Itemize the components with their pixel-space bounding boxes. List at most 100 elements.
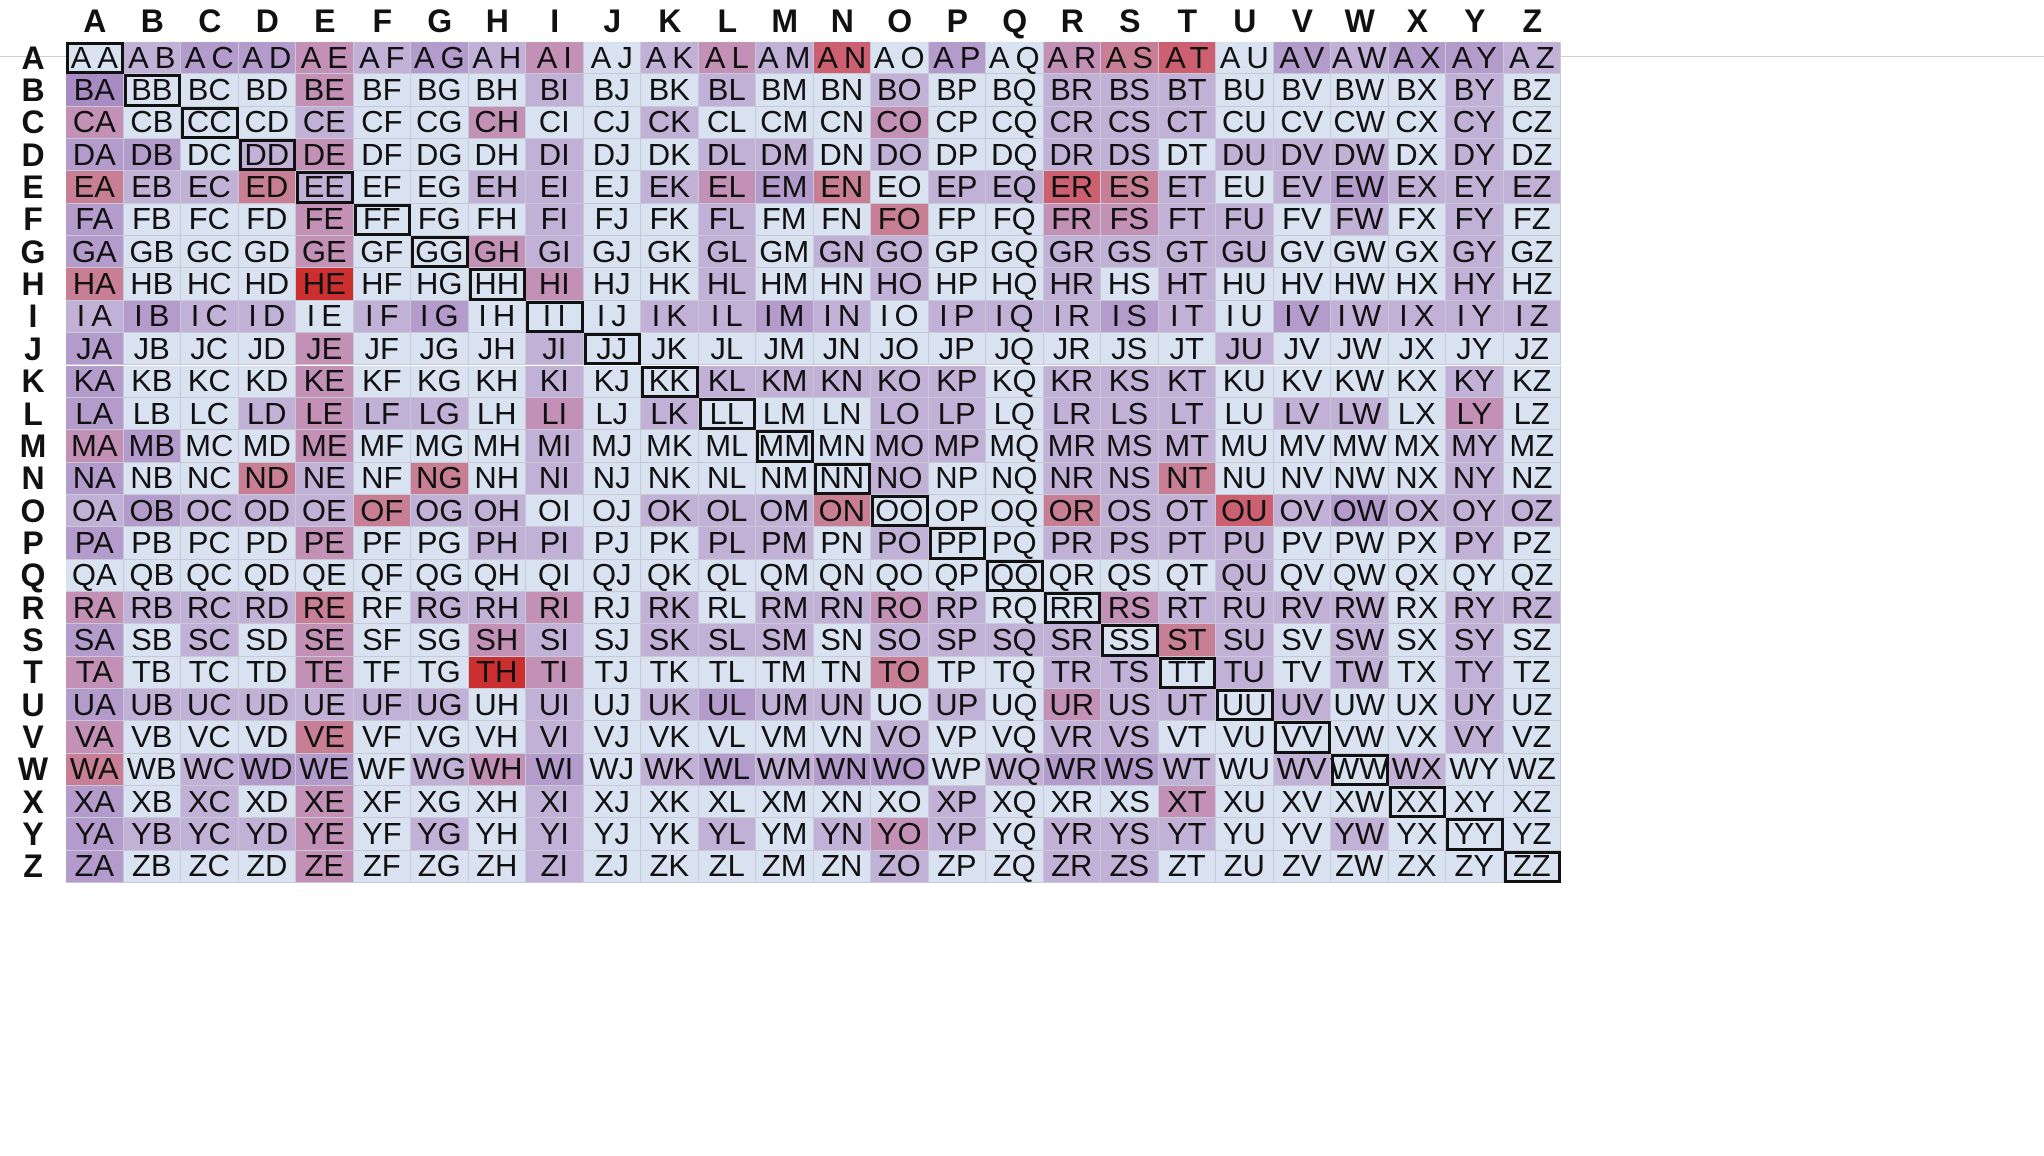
cell-rd[interactable]: RD [238,590,296,625]
cell-ab[interactable]: AB [123,40,181,75]
cell-wy[interactable]: WY [1446,751,1504,786]
cell-he[interactable]: HE [296,266,354,301]
row-header-u[interactable]: U [21,686,45,723]
cell-ck[interactable]: CK [641,104,699,139]
cell-yl[interactable]: YL [698,816,756,851]
cell-sh[interactable]: SH [468,622,526,657]
cell-cf[interactable]: CF [353,104,411,139]
cell-gq[interactable]: GQ [986,234,1044,269]
cell-ya[interactable]: YA [66,816,124,851]
column-header-l[interactable]: L [717,2,738,39]
column-header-y[interactable]: Y [1464,2,1486,39]
cell-be[interactable]: BE [296,72,354,107]
cell-di[interactable]: DI [526,137,584,172]
cell-ib[interactable]: IB [123,298,181,333]
cell-xh[interactable]: XH [468,784,526,819]
cell-er[interactable]: ER [1043,169,1101,204]
cell-pw[interactable]: PW [1331,525,1389,560]
row-header-p[interactable]: P [22,524,44,561]
cell-jk[interactable]: JK [641,331,699,366]
cell-wu[interactable]: WU [1216,751,1274,786]
cell-kn[interactable]: KN [813,363,871,398]
cell-cc[interactable]: CC [181,104,239,139]
cell-tf[interactable]: TF [353,654,411,689]
cell-oq[interactable]: OQ [986,493,1044,528]
cell-zj[interactable]: ZJ [583,848,641,883]
cell-ae[interactable]: AE [296,40,354,75]
cell-gh[interactable]: GH [468,234,526,269]
cell-mp[interactable]: MP [928,428,986,463]
cell-ci[interactable]: CI [526,104,584,139]
cell-gs[interactable]: GS [1101,234,1159,269]
cell-me[interactable]: ME [296,428,354,463]
cell-hq[interactable]: HQ [986,266,1044,301]
row-header-z[interactable]: Z [23,848,43,885]
cell-ix[interactable]: IX [1388,298,1446,333]
cell-rt[interactable]: RT [1158,590,1216,625]
cell-rs[interactable]: RS [1101,590,1159,625]
cell-fn[interactable]: FN [813,201,871,236]
cell-et[interactable]: ET [1158,169,1216,204]
cell-cq[interactable]: CQ [986,104,1044,139]
cell-tm[interactable]: TM [756,654,814,689]
cell-ip[interactable]: IP [928,298,986,333]
cell-wf[interactable]: WF [353,751,411,786]
cell-sx[interactable]: SX [1388,622,1446,657]
cell-zu[interactable]: ZU [1216,848,1274,883]
cell-qa[interactable]: QA [66,557,124,592]
cell-nd[interactable]: ND [238,460,296,495]
cell-px[interactable]: PX [1388,525,1446,560]
cell-jf[interactable]: JF [353,331,411,366]
row-header-q[interactable]: Q [20,557,46,594]
cell-ei[interactable]: EI [526,169,584,204]
cell-bt[interactable]: BT [1158,72,1216,107]
cell-kx[interactable]: KX [1388,363,1446,398]
cell-xl[interactable]: XL [698,784,756,819]
cell-kk[interactable]: KK [641,363,699,398]
cell-sj[interactable]: SJ [583,622,641,657]
row-header-e[interactable]: E [22,169,44,206]
cell-fa[interactable]: FA [66,201,124,236]
cell-zh[interactable]: ZH [468,848,526,883]
column-header-d[interactable]: D [255,2,279,39]
cell-fk[interactable]: FK [641,201,699,236]
cell-yq[interactable]: YQ [986,816,1044,851]
cell-xv[interactable]: XV [1273,784,1331,819]
cell-fo[interactable]: FO [871,201,929,236]
cell-cm[interactable]: CM [756,104,814,139]
cell-nu[interactable]: NU [1216,460,1274,495]
cell-dm[interactable]: DM [756,137,814,172]
cell-nk[interactable]: NK [641,460,699,495]
cell-zy[interactable]: ZY [1446,848,1504,883]
cell-pq[interactable]: PQ [986,525,1044,560]
cell-sw[interactable]: SW [1331,622,1389,657]
cell-je[interactable]: JE [296,331,354,366]
cell-ax[interactable]: AX [1388,40,1446,75]
cell-cj[interactable]: CJ [583,104,641,139]
cell-ug[interactable]: UG [411,687,469,722]
cell-bo[interactable]: BO [871,72,929,107]
cell-km[interactable]: KM [756,363,814,398]
column-header-x[interactable]: X [1406,2,1428,39]
cell-du[interactable]: DU [1216,137,1274,172]
cell-zb[interactable]: ZB [123,848,181,883]
cell-ga[interactable]: GA [66,234,124,269]
cell-ph[interactable]: PH [468,525,526,560]
cell-ko[interactable]: KO [871,363,929,398]
cell-cd[interactable]: CD [238,104,296,139]
cell-qg[interactable]: QG [411,557,469,592]
cell-jm[interactable]: JM [756,331,814,366]
cell-fq[interactable]: FQ [986,201,1044,236]
cell-xc[interactable]: XC [181,784,239,819]
cell-ov[interactable]: OV [1273,493,1331,528]
cell-nm[interactable]: NM [756,460,814,495]
cell-ka[interactable]: KA [66,363,124,398]
cell-pe[interactable]: PE [296,525,354,560]
cell-cz[interactable]: CZ [1503,104,1561,139]
cell-rv[interactable]: RV [1273,590,1331,625]
cell-uc[interactable]: UC [181,687,239,722]
cell-bu[interactable]: BU [1216,72,1274,107]
cell-zn[interactable]: ZN [813,848,871,883]
cell-bg[interactable]: BG [411,72,469,107]
cell-gd[interactable]: GD [238,234,296,269]
